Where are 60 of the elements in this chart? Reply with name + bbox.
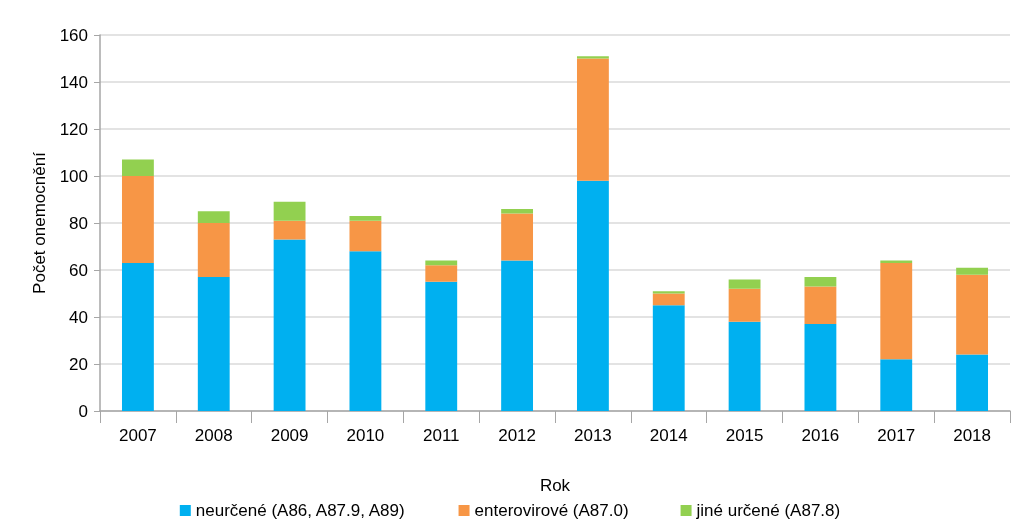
bar: [197, 277, 230, 411]
bar: [728, 288, 761, 322]
y-tick-label: 40: [69, 307, 88, 327]
bar: [576, 58, 609, 181]
x-tick-label: 2016: [801, 426, 840, 445]
x-tick-label: 2007: [119, 426, 157, 445]
x-tick-label: 2010: [346, 426, 385, 445]
bar: [652, 291, 685, 294]
bar: [501, 208, 534, 214]
bar: [273, 220, 306, 240]
legend-label: neurčené (A86, A87.9, A89): [195, 501, 405, 520]
bar: [197, 211, 230, 223]
y-tick-label: 160: [59, 25, 88, 45]
y-tick-label: 20: [69, 354, 88, 374]
bar: [425, 281, 458, 411]
bar: [804, 324, 837, 411]
bar: [880, 262, 913, 360]
x-tick-label: 2013: [574, 426, 612, 445]
bar: [728, 321, 761, 411]
legend-label: enterovirové (A87.0): [474, 501, 629, 520]
x-tick-label: 2011: [422, 426, 460, 445]
y-tick-label: 0: [78, 401, 88, 421]
x-tick-label: 2009: [270, 426, 309, 445]
bar: [273, 201, 306, 221]
bar: [804, 277, 837, 287]
bar: [576, 180, 609, 411]
y-tick-label: 60: [69, 260, 88, 280]
bar: [121, 262, 154, 411]
x-tick-label: 2017: [877, 426, 916, 445]
bar: [804, 286, 837, 325]
y-tick-label: 100: [59, 166, 88, 186]
x-tick-label: 2014: [649, 426, 688, 445]
bar: [121, 176, 154, 263]
bar: [425, 265, 458, 282]
bar: [349, 251, 382, 411]
bar: [197, 223, 230, 278]
bar: [880, 359, 913, 411]
x-tick-label: 2008: [194, 426, 233, 445]
bar: [349, 215, 382, 221]
y-tick-label: 80: [69, 213, 88, 233]
bar: [652, 293, 685, 306]
bar: [349, 220, 382, 252]
bar: [576, 56, 609, 59]
y-tick-label: 120: [59, 119, 88, 139]
bar: [956, 274, 989, 355]
y-axis-title: Počet onemocnění: [30, 151, 49, 294]
x-axis-title: Rok: [539, 476, 571, 495]
x-tick-label: 2015: [725, 426, 764, 445]
bar: [273, 239, 306, 411]
bar: [652, 305, 685, 411]
x-tick-label: 2018: [953, 426, 991, 445]
bar: [501, 260, 534, 411]
bar: [501, 213, 534, 261]
x-tick-label: 2012: [498, 426, 536, 445]
y-tick-label: 140: [59, 72, 88, 92]
bar: [121, 159, 154, 176]
legend-label: jiné určené (A87.8): [695, 501, 841, 520]
bar: [956, 354, 989, 411]
bar: [956, 267, 989, 275]
bar: [728, 279, 761, 289]
